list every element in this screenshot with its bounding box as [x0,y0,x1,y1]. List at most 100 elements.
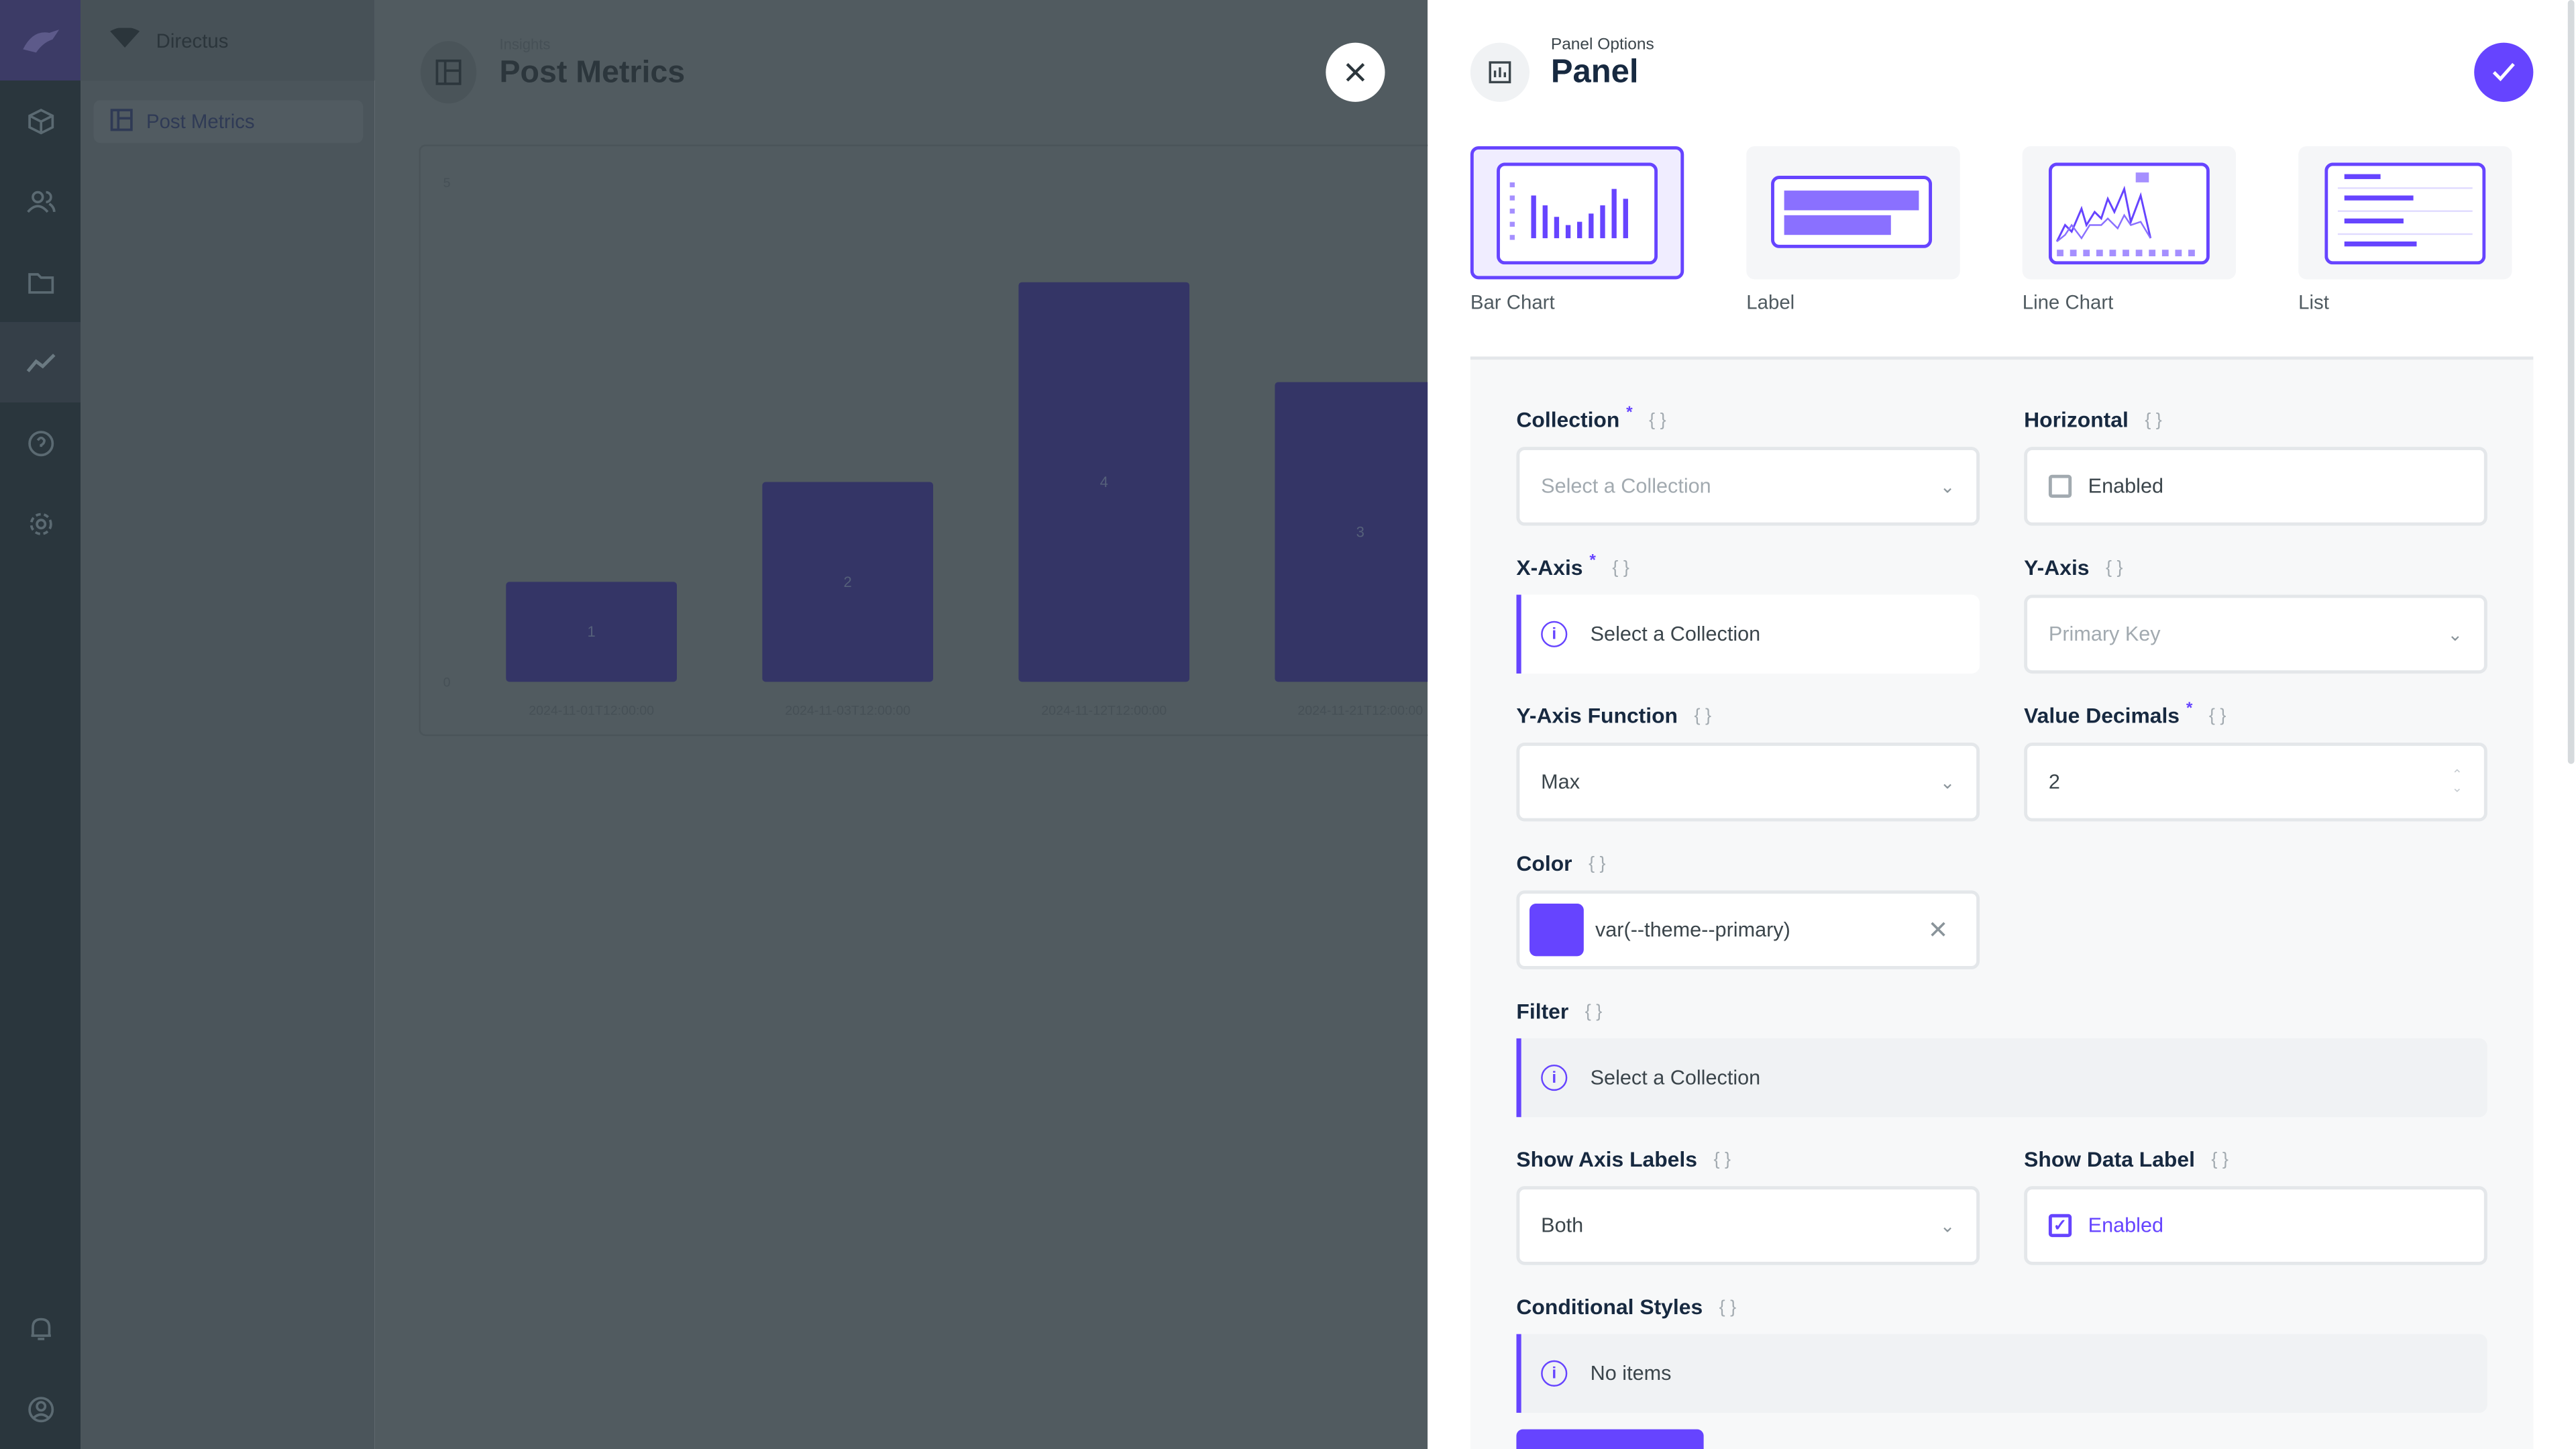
field-label-filter: Filter{ } [1516,998,1603,1024]
info-icon: i [1541,1360,1568,1387]
sidebar-item-post-metrics[interactable]: Post Metrics [93,100,364,144]
module-nav [0,0,81,1449]
bar-chart-panel[interactable]: 0 5 1 2024-11-01T12:00:00 2 2024-11-03T12:00:… [419,144,1440,737]
bar[interactable] [762,482,934,682]
type-label[interactable] [1746,146,1960,280]
conditional-styles-notice: i No items [1516,1334,2487,1413]
bar-chart-icon [1497,162,1658,264]
page-title: Post Metrics [499,56,686,91]
label-icon [1771,174,1933,248]
collection-select[interactable]: Select a Collection ⌄ [1516,447,1980,526]
insights-icon[interactable] [0,322,81,403]
project-name: Directus [156,28,229,52]
raw-value-icon: { } [1719,1297,1737,1317]
box-icon[interactable] [0,80,80,161]
raw-value-icon: { } [1589,853,1606,873]
scrollbar[interactable] [2567,0,2575,764]
x-axis-notice: i Select a Collection [1516,594,1980,674]
color-input[interactable]: var(--theme--primary) ✕ [1516,890,1980,969]
raw-value-icon: { } [2106,557,2123,578]
clear-icon[interactable]: ✕ [1927,916,1949,945]
raw-value-icon: { } [2211,1149,2229,1169]
stepper-icon: ⌃ ⌄ [2451,767,2463,796]
settings-icon[interactable] [0,483,80,564]
bar[interactable] [506,582,677,682]
raw-value-icon: { } [1612,557,1629,578]
y-axis-function-select[interactable]: Max ⌄ [1516,742,1980,822]
y-axis-select[interactable]: Primary Key ⌄ [2024,594,2487,674]
field-label-color: Color{ } [1516,851,1606,876]
check-icon [2492,62,2515,82]
chevron-down-icon: ⌄ [1939,773,1955,793]
line-chart-icon [2048,162,2210,264]
drawer-subtitle: Panel Options [1550,36,1654,54]
chevron-down-icon: ⌄ [1939,1216,1955,1236]
info-icon: i [1541,621,1568,647]
save-button[interactable] [2474,42,2534,102]
raw-value-icon: { } [1585,1001,1603,1022]
raw-value-icon: { } [1694,705,1711,726]
data-label: 4 [1100,474,1108,490]
x-tick-label: 2024-11-03T12:00:00 [785,703,910,718]
navigation-sidebar: Directus Post Metrics [80,0,375,1449]
field-label-value-decimals: Value Decimals *{ } [2024,700,2226,728]
field-label-y-axis-function: Y-Axis Function{ } [1516,703,1711,728]
checkbox-checked-icon: ✓ [2048,1214,2072,1238]
folder-icon[interactable] [0,241,80,322]
field-label-horizontal: Horizontal{ } [2024,407,2162,433]
directus-logo[interactable] [0,0,81,81]
dashboard-icon [110,107,133,136]
type-label-text: Line Chart [2022,290,2114,314]
x-tick-label: 2024-11-12T12:00:00 [1041,703,1167,718]
type-label-text: Label [1746,290,1795,314]
bar-chart-icon [1470,42,1530,102]
y-tick-label: 5 [443,176,451,191]
color-swatch[interactable] [1529,903,1584,957]
field-label-conditional-styles: Conditional Styles{ } [1516,1294,1737,1320]
close-drawer-button[interactable] [1326,42,1385,102]
x-tick-label: 2024-11-21T12:00:00 [1297,703,1423,718]
field-label-y-axis: Y-Axis{ } [2024,555,2123,580]
data-label: 1 [588,623,596,640]
field-label-x-axis: X-Axis *{ } [1516,551,1629,580]
panel-options-drawer: Panel Options Panel Bar Chart Label Line… [1428,0,2576,1449]
type-line-chart[interactable] [2022,146,2237,280]
checkbox-icon [2048,474,2072,498]
sidebar-item-label: Post Metrics [146,110,255,133]
filter-notice: i Select a Collection [1516,1038,2487,1118]
field-label-show-axis-labels: Show Axis Labels{ } [1516,1146,1731,1172]
main-content: Insights Post Metrics 0 5 1 2024-11-01T12:0… [374,0,1440,1449]
help-icon[interactable] [0,402,80,483]
value-decimals-input[interactable]: 2 ⌃ ⌄ [2024,742,2487,822]
horizontal-checkbox[interactable]: Enabled [2024,447,2487,526]
drawer-title: Panel [1550,54,1639,91]
type-list[interactable] [2298,146,2512,280]
wifi-icon [110,27,140,53]
bell-icon[interactable] [0,1288,80,1368]
type-bar-chart[interactable] [1470,146,1684,280]
project-header[interactable]: Directus [80,0,375,81]
raw-value-icon: { } [2208,705,2226,726]
users-icon[interactable] [0,161,80,241]
show-axis-labels-select[interactable]: Both ⌄ [1516,1186,1980,1265]
chevron-down-icon: ⌄ [1939,477,1955,497]
data-label: 3 [1356,523,1364,540]
type-label-text: List [2298,290,2329,314]
data-label: 2 [844,574,852,590]
field-label-collection: Collection *{ } [1516,404,1666,433]
field-label-show-data-label: Show Data Label{ } [2024,1146,2229,1172]
show-data-label-checkbox[interactable]: ✓ Enabled [2024,1186,2487,1265]
divider [1470,356,2534,360]
bar[interactable] [1018,282,1190,682]
raw-value-icon: { } [1713,1149,1731,1169]
type-label-text: Bar Chart [1470,290,1555,314]
y-tick-label: 0 [443,676,451,690]
list-icon [2324,162,2486,264]
chevron-down-icon: ⌄ [2447,625,2463,645]
user-icon[interactable] [0,1368,80,1449]
breadcrumb[interactable]: Insights [499,36,551,53]
dashboard-icon [420,41,477,104]
bar[interactable] [1275,382,1440,682]
raw-value-icon: { } [1649,410,1666,430]
create-new-button[interactable] [1516,1429,1704,1449]
